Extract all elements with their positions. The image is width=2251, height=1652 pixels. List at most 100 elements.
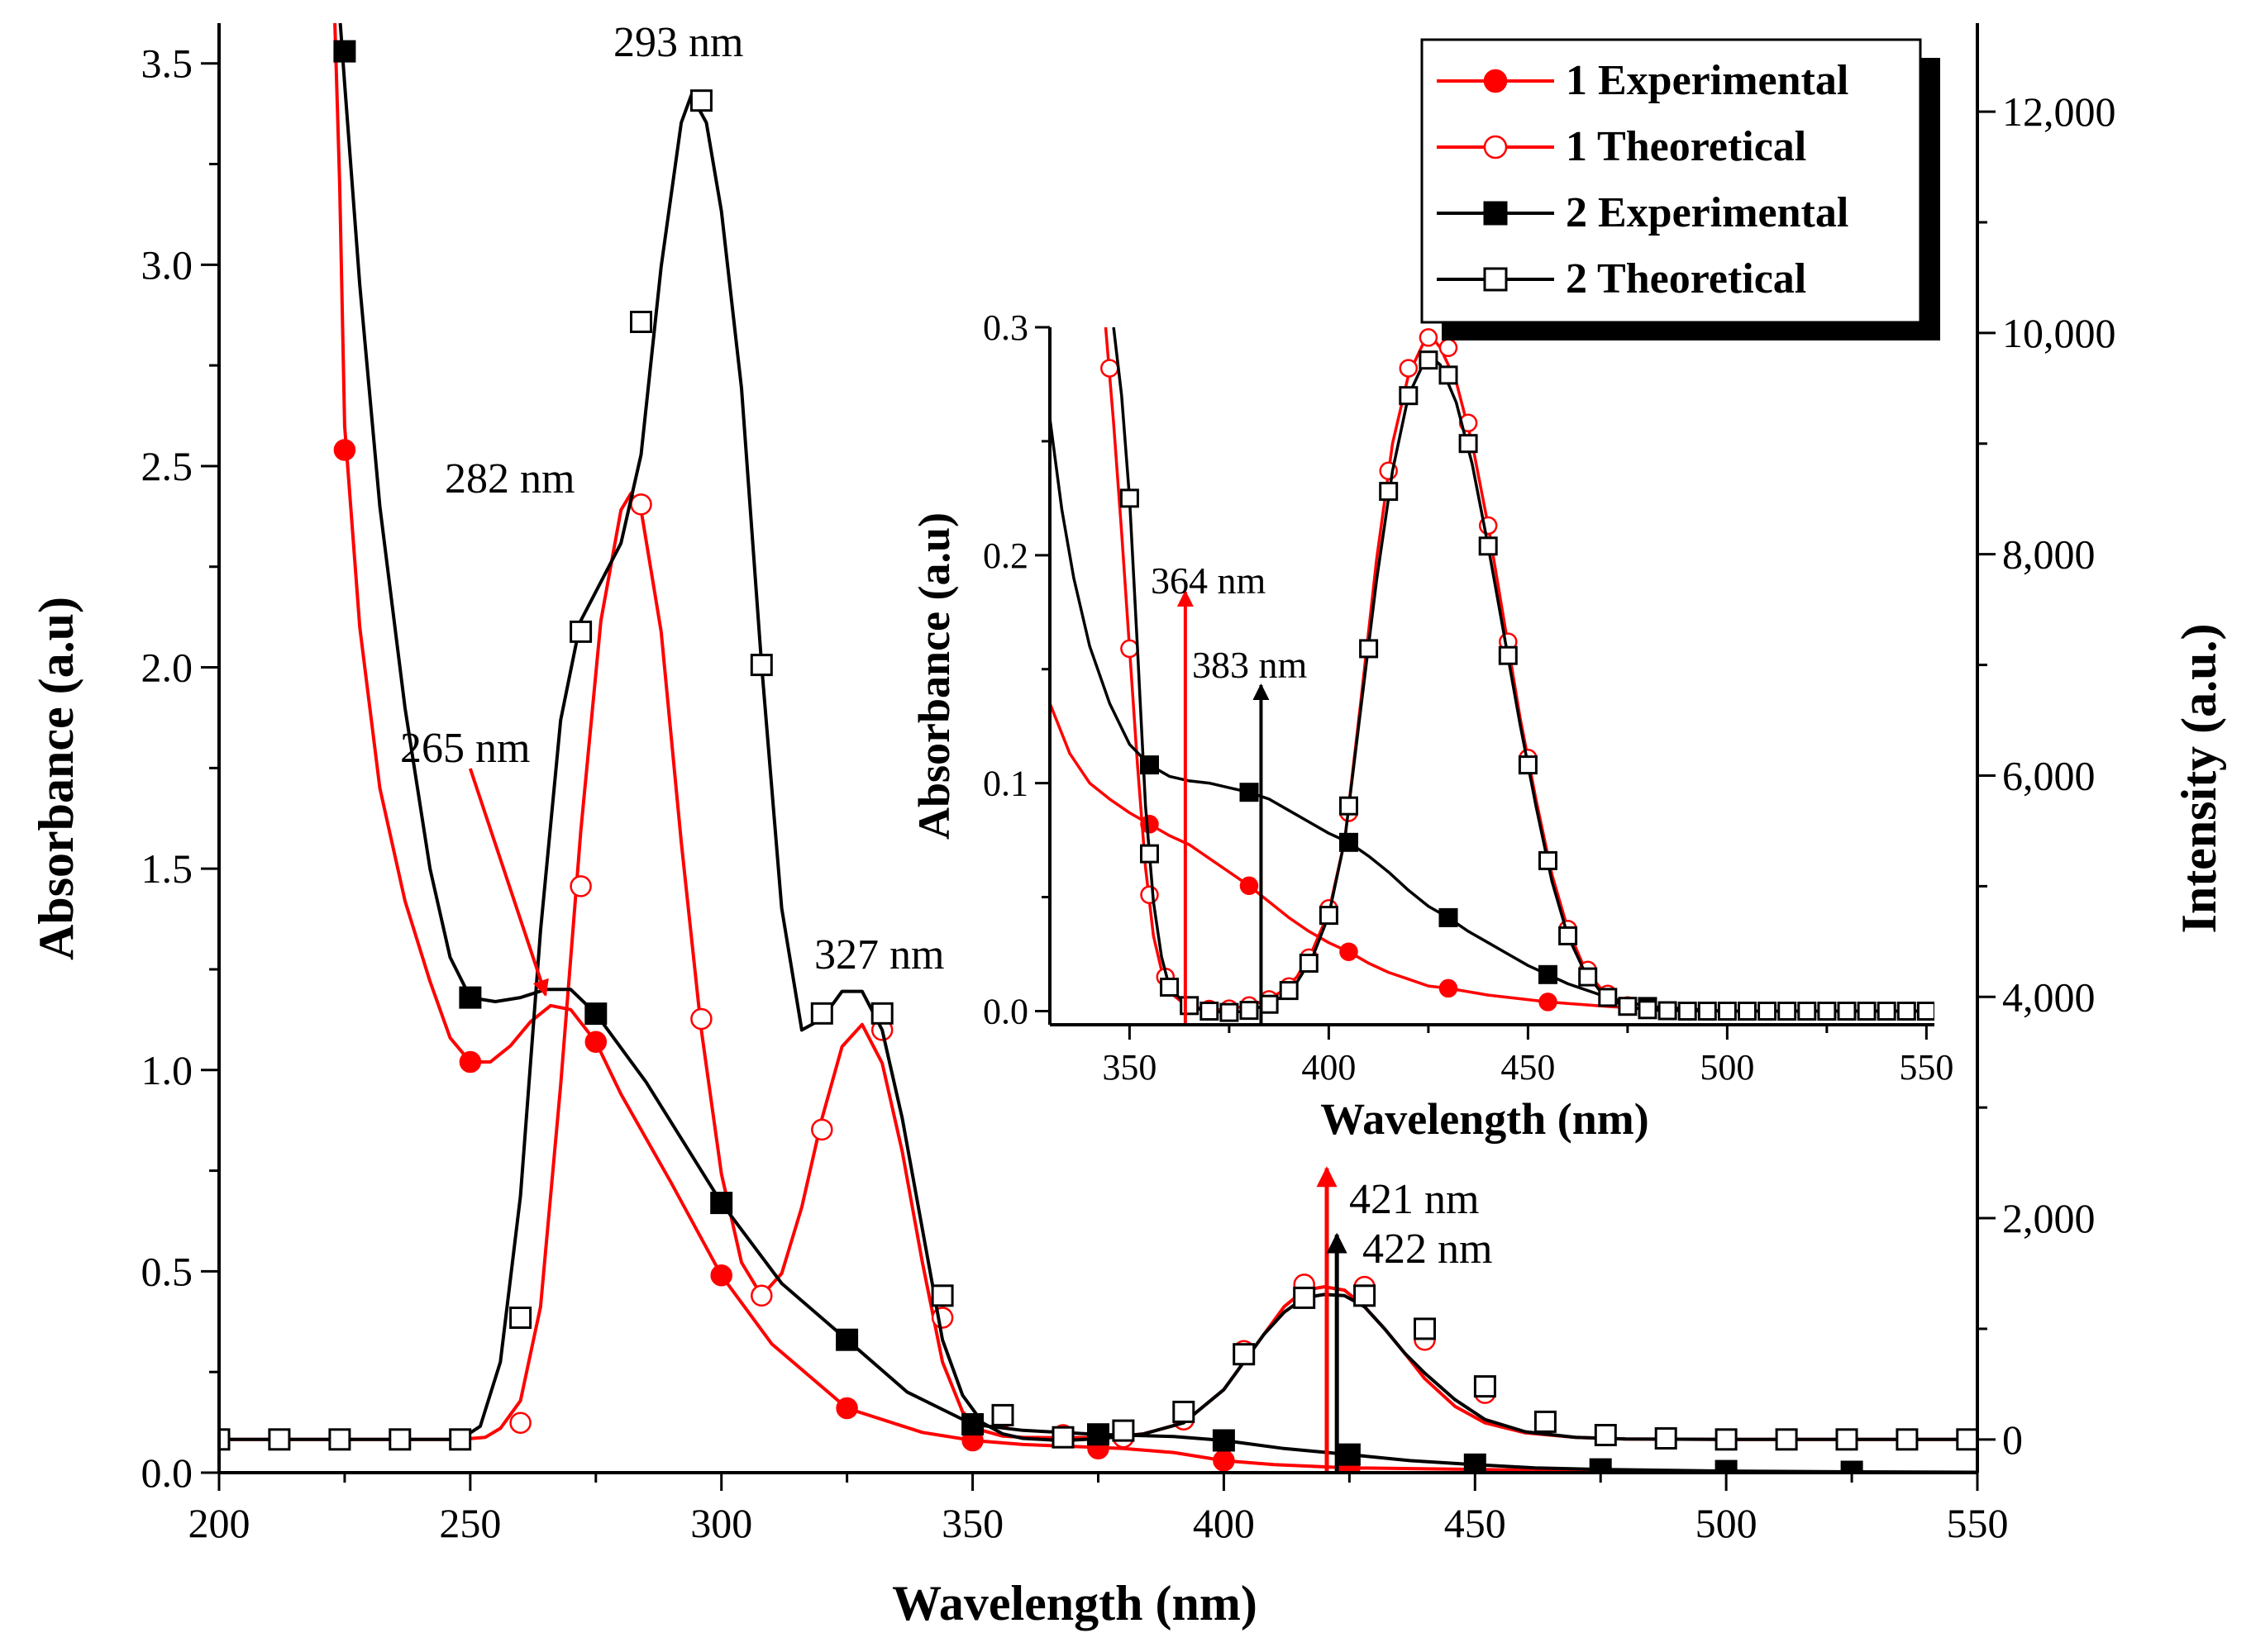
inset-marker-1-experimental-4 <box>1538 993 1557 1012</box>
main-marker-1-theoretical-8 <box>690 1007 713 1031</box>
inset-y-tick-label-3: 0.3 <box>983 307 1028 348</box>
main-marker-2-experimental-8 <box>1338 1443 1361 1466</box>
inset-marker-2-theoretical-29 <box>1697 1002 1717 1021</box>
inset-marker-2-theoretical-33 <box>1777 1002 1797 1021</box>
main-marker-2-theoretical-22 <box>1533 1410 1557 1433</box>
inset-marker-2-theoretical-13 <box>1379 482 1399 502</box>
y-right-tick-label-6: 12,000 <box>2002 88 2116 135</box>
inset-marker-1-theoretical-16 <box>1419 328 1438 347</box>
inset-marker-2-theoretical-14 <box>1399 386 1419 406</box>
y-right-tick-label-4: 8,000 <box>2002 531 2096 578</box>
main-marker-2-theoretical-14 <box>1052 1426 1075 1449</box>
inset-marker-1-experimental-2 <box>1339 942 1358 961</box>
peak-label-282: 282 nm <box>445 455 575 502</box>
inset-x-tick-label-350: 350 <box>1102 1047 1156 1088</box>
inset-line-1-experimental <box>1050 702 1927 1013</box>
inset-marker-2-theoretical-9 <box>1299 954 1319 973</box>
x-tick-label-450: 450 <box>1444 1500 1506 1546</box>
inset-marker-1-theoretical-1 <box>1120 639 1139 659</box>
inset-marker-2-theoretical-31 <box>1738 1002 1757 1021</box>
inset-marker-2-theoretical-37 <box>1857 1002 1877 1021</box>
inset-marker-1-experimental-3 <box>1438 978 1458 998</box>
inset-marker-1-theoretical-0 <box>1100 359 1119 378</box>
inset-marker-2-theoretical-36 <box>1837 1002 1857 1021</box>
main-marker-1-experimental-3 <box>710 1264 732 1287</box>
main-plot: 200 250 300 350 400 450 500 550 0.0 0.5 1.0 1.5 2.0 2… <box>29 19 2226 1631</box>
x-tick-label-200: 200 <box>188 1500 250 1546</box>
main-marker-1-experimental-2 <box>584 1031 608 1053</box>
inset-x-tick-label-450: 450 <box>1500 1047 1555 1088</box>
inset-x-tick-label-500: 500 <box>1700 1047 1754 1088</box>
inset-marker-2-theoretical-20 <box>1518 755 1538 775</box>
main-marker-1-experimental-0 <box>333 439 356 461</box>
main-marker-2-theoretical-15 <box>1112 1419 1135 1442</box>
inset-marker-2-theoretical-32 <box>1757 1002 1777 1021</box>
inset-marker-1-experimental-1 <box>1239 876 1259 896</box>
main-marker-2-theoretical-7 <box>630 311 652 333</box>
legend-marker-2-experimental <box>1483 201 1508 226</box>
main-marker-2-theoretical-13 <box>991 1403 1014 1426</box>
main-marker-2-theoretical-1 <box>268 1428 291 1451</box>
y-left-tick-label-7: 3.5 <box>141 40 193 87</box>
legend-marker-1-experimental <box>1483 69 1508 93</box>
inset-marker-2-theoretical-2 <box>1160 978 1180 997</box>
y-axis-left-title: Absorbance (a.u) <box>29 597 83 960</box>
x-tick-label-250: 250 <box>439 1500 501 1546</box>
main-annotation-arrows <box>468 768 1347 1473</box>
legend-marker-2-theoretical <box>1483 267 1508 292</box>
peak-label-327: 327 nm <box>814 931 944 978</box>
inset-marker-2-theoretical-7 <box>1259 994 1279 1014</box>
main-marker-2-theoretical-16 <box>1172 1400 1195 1423</box>
main-series-layer <box>219 23 1977 1473</box>
x-tick-label-400: 400 <box>1193 1500 1255 1546</box>
main-marker-2-experimental-4 <box>836 1328 859 1351</box>
inset-marker-2-theoretical-16 <box>1438 365 1458 385</box>
main-marker-2-theoretical-5 <box>509 1307 532 1329</box>
main-marker-2-theoretical-3 <box>389 1428 412 1451</box>
inset-marker-2-theoretical-4 <box>1199 1002 1219 1021</box>
y-left-tick-label-1: 0.5 <box>141 1248 193 1294</box>
y-right-tick-label-5: 10,000 <box>2002 310 2116 356</box>
inset-marker-2-theoretical-28 <box>1677 1002 1697 1021</box>
main-marker-2-theoretical-4 <box>449 1428 472 1451</box>
main-line-2-theoretical <box>219 93 1977 1443</box>
main-marker-1-experimental-1 <box>459 1050 482 1074</box>
inset-marker-1-theoretical-2 <box>1140 885 1159 905</box>
main-marker-1-theoretical-5 <box>509 1412 532 1434</box>
main-marker-2-theoretical-26 <box>1775 1428 1798 1451</box>
y-left-tick-label-6: 3.0 <box>141 241 193 288</box>
y-right-tick-label-1: 2,000 <box>2002 1195 2096 1241</box>
inset-plot: 350 400 450 500 550 0.0 0.1 0.2 0.3 364 nm 383 n… <box>909 307 1953 1144</box>
inset-marker-2-theoretical-15 <box>1419 350 1438 370</box>
main-marker-1-theoretical-7 <box>630 493 652 516</box>
inset-marker-2-theoretical-39 <box>1896 1002 1916 1021</box>
inset-background <box>1048 327 1938 1025</box>
main-marker-2-experimental-1 <box>459 986 482 1009</box>
inset-marker-2-theoretical-12 <box>1359 639 1379 659</box>
inset-marker-2-experimental-0 <box>1140 755 1159 775</box>
main-axes: 200 250 300 350 400 450 500 550 0.0 0.5 1.0 1.5 2.0 2… <box>141 23 2116 1546</box>
main-marker-2-theoretical-6 <box>570 620 593 643</box>
inset-marker-2-theoretical-24 <box>1598 988 1618 1007</box>
inset-label-364: 364 nm <box>1151 559 1266 602</box>
inset-marker-2-theoretical-30 <box>1717 1002 1737 1021</box>
main-marker-2-theoretical-28 <box>1896 1428 1919 1451</box>
main-marker-2-theoretical-20 <box>1414 1317 1436 1340</box>
main-series-2-experimental <box>333 23 1977 1473</box>
main-marker-2-theoretical-23 <box>1594 1424 1617 1446</box>
inset-series-layer <box>1050 327 1934 1025</box>
legend-items <box>1437 69 1554 292</box>
inset-y-tick-label-0: 0.0 <box>983 991 1028 1031</box>
legend-label-1-experimental: 1 Experimental <box>1566 57 1848 104</box>
x-tick-label-300: 300 <box>690 1500 752 1546</box>
main-marker-2-experimental-6 <box>1087 1423 1109 1446</box>
x-tick-label-500: 500 <box>1695 1500 1757 1546</box>
inset-marker-2-theoretical-3 <box>1180 996 1199 1016</box>
inset-marker-2-theoretical-26 <box>1638 1000 1657 1020</box>
main-marker-2-theoretical-25 <box>1714 1428 1738 1451</box>
legend-label-2-experimental: 2 Experimental <box>1566 189 1848 236</box>
main-marker-2-theoretical-0 <box>219 1428 231 1451</box>
main-marker-2-theoretical-10 <box>810 1002 833 1025</box>
main-marker-1-theoretical-10 <box>811 1118 833 1141</box>
